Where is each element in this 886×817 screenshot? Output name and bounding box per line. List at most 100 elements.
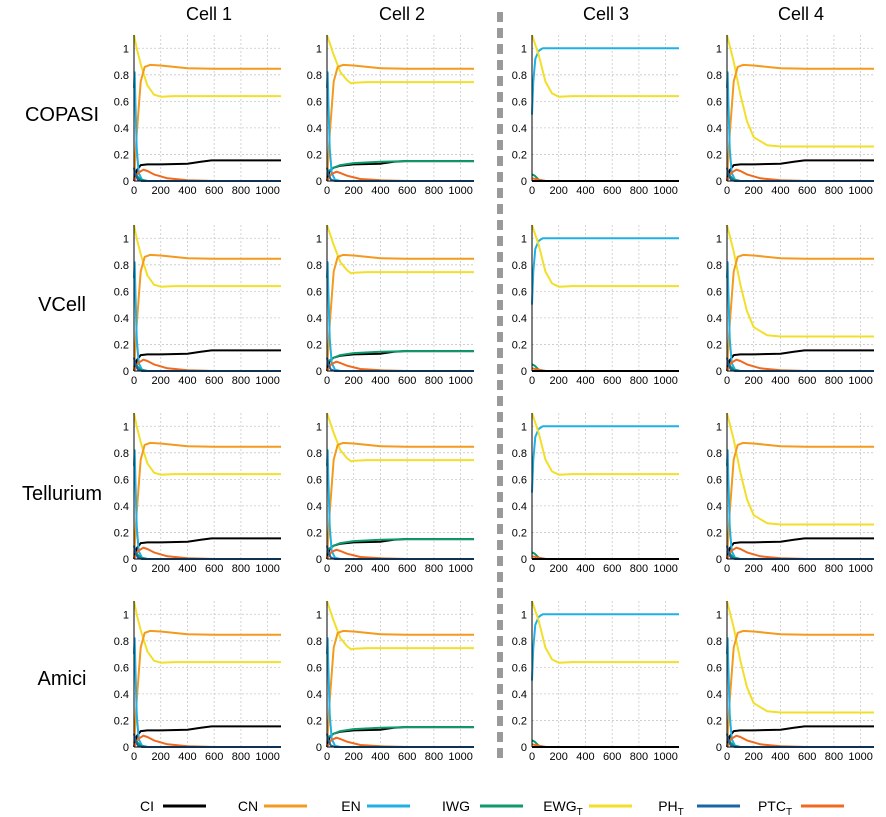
series-line-ewg-t [726, 34, 874, 148]
x-tick-label: 400 [576, 751, 594, 763]
x-tick-label: 400 [371, 185, 389, 197]
series-line-ptc-t [133, 546, 281, 560]
y-tick-label: 0.8 [114, 448, 129, 460]
y-tick-label: 0.6 [707, 474, 722, 486]
series-line-en [531, 613, 679, 681]
series-line-ph-t [326, 733, 474, 748]
x-tick-label: 600 [798, 751, 816, 763]
y-tick-label: 0.8 [512, 260, 527, 272]
y-tick-label: 0.8 [307, 260, 322, 272]
y-tick-label: 0.8 [707, 636, 722, 648]
x-tick-label: 800 [825, 751, 843, 763]
x-tick-label: 1000 [848, 375, 872, 387]
x-tick-label: 400 [178, 375, 196, 387]
series-line-ci [133, 349, 281, 372]
series-line-ewg-t [326, 412, 474, 463]
x-tick-label: 600 [603, 375, 621, 387]
x-tick-label: 0 [724, 563, 730, 575]
x-tick-label: 200 [345, 375, 363, 387]
y-tick-label: 0.2 [707, 527, 722, 539]
column-header: Cell 3 [583, 4, 629, 24]
legend: CI CN EN IWG EWGT PHT PTCT [140, 798, 844, 817]
y-tick-label: 0.8 [114, 260, 129, 272]
legend-item-ci: CI [140, 798, 206, 814]
y-tick-label: 1 [123, 233, 129, 245]
x-tick-label: 600 [798, 375, 816, 387]
y-tick-label: 0.6 [512, 662, 527, 674]
x-tick-label: 200 [345, 185, 363, 197]
y-tick-label: 0.4 [512, 123, 527, 135]
x-tick-label: 600 [205, 375, 223, 387]
x-tick-label: 800 [425, 185, 443, 197]
series-line-iwg [326, 350, 474, 363]
y-tick-label: 0.4 [307, 689, 322, 701]
series-line-cn [726, 629, 874, 748]
y-tick-label: 0.2 [512, 527, 527, 539]
y-tick-label: 0.8 [114, 70, 129, 82]
y-tick-label: 0 [521, 366, 527, 378]
series-line-cn [133, 629, 281, 748]
y-tick-label: 1 [716, 233, 722, 245]
y-tick-label: 0.4 [512, 689, 527, 701]
x-tick-label: 200 [152, 563, 170, 575]
y-tick-label: 0.2 [114, 527, 129, 539]
x-tick-label: 400 [771, 751, 789, 763]
series-line-cn [133, 441, 281, 560]
y-tick-label: 0.4 [512, 313, 527, 325]
x-tick-label: 400 [371, 375, 389, 387]
y-tick-label: 0.4 [707, 123, 722, 135]
x-tick-label: 800 [630, 375, 648, 387]
legend-label: CN [238, 798, 258, 814]
x-tick-label: 600 [205, 751, 223, 763]
x-tick-label: 1000 [255, 185, 279, 197]
panel-2-3: 0 200 400 600 800 1000 0 0.2 0.4 0.6 0.8 1 [707, 412, 874, 575]
y-tick-label: 0.4 [707, 313, 722, 325]
y-tick-label: 0.2 [114, 149, 129, 161]
legend-item-cn: CN [238, 798, 307, 814]
y-tick-label: 0.2 [114, 339, 129, 351]
y-tick-label: 1 [521, 43, 527, 55]
panel-1-1: 0 200 400 600 800 1000 0 0.2 0.4 0.6 0.8 1 [307, 224, 474, 387]
x-tick-label: 1000 [848, 185, 872, 197]
series-line-ph-t [326, 545, 474, 560]
y-tick-label: 0.8 [307, 70, 322, 82]
x-tick-label: 200 [550, 375, 568, 387]
legend-label: PHT [658, 798, 684, 817]
x-tick-label: 0 [529, 563, 535, 575]
column-header: Cell 4 [778, 4, 824, 24]
x-tick-label: 400 [576, 563, 594, 575]
y-tick-label: 0.8 [512, 70, 527, 82]
series-line-en [531, 237, 679, 305]
x-tick-label: 1000 [255, 375, 279, 387]
y-tick-label: 0.4 [307, 501, 322, 513]
x-tick-label: 0 [724, 185, 730, 197]
y-tick-label: 1 [316, 43, 322, 55]
x-tick-label: 200 [550, 185, 568, 197]
x-tick-label: 600 [603, 563, 621, 575]
y-tick-label: 1 [123, 43, 129, 55]
series-line-cn [326, 629, 474, 748]
x-tick-label: 400 [178, 563, 196, 575]
x-tick-label: 800 [825, 185, 843, 197]
series-line-ci [133, 537, 281, 560]
series-line-ewg-t [133, 224, 281, 288]
x-tick-label: 400 [771, 375, 789, 387]
x-tick-label: 600 [603, 751, 621, 763]
y-tick-label: 0 [316, 742, 322, 754]
y-tick-label: 0 [316, 366, 322, 378]
y-tick-label: 0 [716, 366, 722, 378]
series-line-iwg [326, 538, 474, 551]
series-line-ci [133, 725, 281, 748]
y-tick-label: 0 [521, 554, 527, 566]
y-tick-label: 0 [716, 554, 722, 566]
series-line-ewg-t [531, 412, 679, 476]
x-tick-label: 600 [398, 751, 416, 763]
x-tick-label: 200 [550, 751, 568, 763]
y-tick-label: 0.6 [114, 96, 129, 108]
x-tick-label: 400 [178, 185, 196, 197]
x-tick-label: 600 [798, 563, 816, 575]
y-tick-label: 0.8 [707, 448, 722, 460]
y-tick-label: 0.4 [114, 501, 129, 513]
x-tick-label: 800 [232, 563, 250, 575]
